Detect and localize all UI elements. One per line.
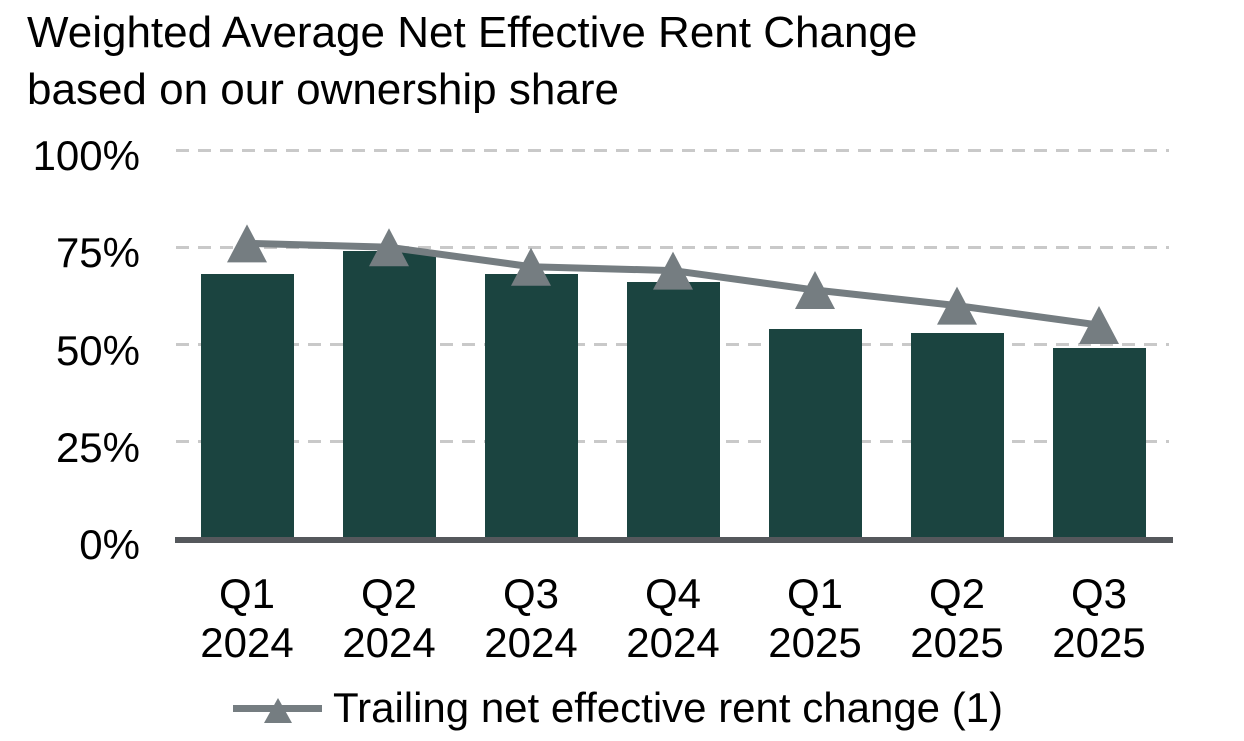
bar-q3-2025 [1052,348,1146,539]
x-label-q2-2025: Q2 2025 [877,569,1037,667]
bar-q2-2025 [910,332,1004,539]
legend-label: Trailing net effective rent change (1) [333,684,1004,731]
chart-title-line1: Weighted Average Net Effective Rent Chan… [27,8,918,57]
y-tick-75: 75% [55,229,140,277]
bar-q3-2024 [484,274,578,539]
gridline-75 [176,245,1169,249]
x-label-line: 2025 [1052,619,1146,666]
bar-q4-2024 [626,282,720,539]
x-label-line: Q3 [1070,570,1128,617]
x-label-q1-2024: Q1 2024 [167,569,327,667]
chart-title: Weighted Average Net Effective Rent Chan… [27,4,917,118]
x-label-line: 2025 [910,619,1004,666]
x-label-line: 2024 [484,619,578,666]
x-label-line: 2024 [626,619,720,666]
x-label-line: Q2 [928,570,986,617]
x-label-line: Q1 [218,570,276,617]
x-label-line: Q2 [360,570,418,617]
legend: Trailing net effective rent change (1) [233,685,1003,731]
x-label-line: 2025 [768,619,862,666]
y-tick-25: 25% [55,423,140,471]
bar-q2-2024 [342,251,436,539]
x-axis-line [175,537,1173,543]
chart-title-line2: based on our ownership share [27,65,619,114]
bar-q1-2024 [200,274,294,539]
x-label-line: Q4 [644,570,702,617]
x-label-q3-2024: Q3 2024 [451,569,611,667]
gridline-100 [176,148,1169,152]
x-label-line: 2024 [200,619,294,666]
y-tick-50: 50% [55,326,140,374]
x-label-q1-2025: Q1 2025 [735,569,895,667]
x-label-q3-2025: Q3 2025 [1019,569,1179,667]
bar-q1-2025 [768,328,862,539]
x-label-line: Q1 [786,570,844,617]
y-tick-0: 0% [79,521,140,568]
x-label-q2-2024: Q2 2024 [309,569,469,667]
x-label-line: Q3 [502,570,560,617]
x-label-q4-2024: Q4 2024 [593,569,753,667]
x-label-line: 2024 [342,619,436,666]
legend-line-marker-icon [233,698,322,723]
y-tick-100: 100% [32,132,140,179]
